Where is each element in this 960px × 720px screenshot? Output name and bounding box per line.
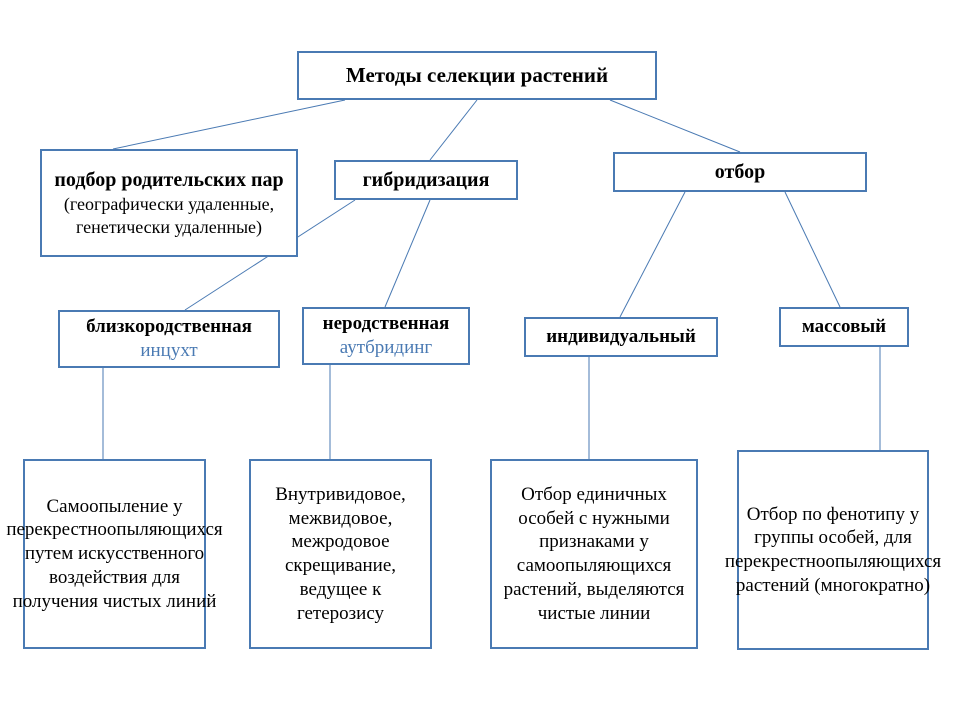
desc-2-text: Внутривидовое, межвидовое, межродовое ск… bbox=[257, 483, 424, 626]
node-selection: отбор bbox=[613, 152, 867, 192]
root-title: Методы селекции растений bbox=[346, 62, 608, 88]
connector-line bbox=[610, 100, 740, 152]
outbreeding-title: неродственная bbox=[323, 312, 450, 336]
connector-line bbox=[430, 100, 477, 160]
connector-line bbox=[620, 192, 685, 317]
selection-title: отбор bbox=[715, 160, 765, 185]
parent-selection-subtitle: (географически удаленные, генетически уд… bbox=[48, 193, 290, 238]
inbreeding-title: близкородственная bbox=[86, 315, 252, 339]
node-desc-3: Отбор единичных особей с нужными признак… bbox=[490, 459, 698, 649]
node-outbreeding: неродственная аутбридинг bbox=[302, 307, 470, 365]
connector-line bbox=[785, 192, 840, 307]
connector-line bbox=[113, 100, 345, 149]
node-parent-selection: подбор родительских пар (географически у… bbox=[40, 149, 298, 257]
desc-3-text: Отбор единичных особей с нужными признак… bbox=[498, 483, 690, 626]
node-individual: индивидуальный bbox=[524, 317, 718, 357]
connector-line bbox=[385, 200, 430, 307]
mass-title: массовый bbox=[802, 315, 886, 339]
node-hybridization: гибридизация bbox=[334, 160, 518, 200]
node-inbreeding: близкородственная инцухт bbox=[58, 310, 280, 368]
node-desc-2: Внутривидовое, межвидовое, межродовое ск… bbox=[249, 459, 432, 649]
individual-title: индивидуальный bbox=[546, 325, 696, 349]
parent-selection-title: подбор родительских пар bbox=[54, 168, 283, 193]
outbreeding-subtitle: аутбридинг bbox=[340, 336, 432, 360]
node-mass: массовый bbox=[779, 307, 909, 347]
node-root: Методы селекции растений bbox=[297, 51, 657, 100]
hybridization-title: гибридизация bbox=[363, 168, 490, 193]
desc-1-text: Самоопыление у перекрестноопыляющихся пу… bbox=[6, 495, 222, 614]
desc-4-text: Отбор по фенотипу у группы особей, для п… bbox=[725, 503, 941, 598]
node-desc-4: Отбор по фенотипу у группы особей, для п… bbox=[737, 450, 929, 650]
inbreeding-subtitle: инцухт bbox=[140, 339, 197, 363]
node-desc-1: Самоопыление у перекрестноопыляющихся пу… bbox=[23, 459, 206, 649]
